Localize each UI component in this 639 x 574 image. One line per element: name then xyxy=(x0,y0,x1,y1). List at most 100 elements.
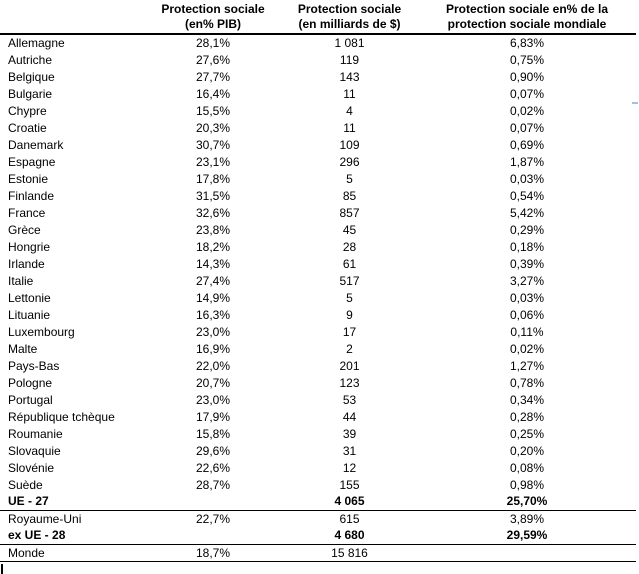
usd-cell: 12 xyxy=(342,460,357,475)
usd-cell: 4 xyxy=(346,103,353,118)
pib-cell xyxy=(145,527,281,545)
table-row: Slovénie 22,6% 12 0,08% xyxy=(0,459,636,476)
pib-cell: 28,7% xyxy=(195,477,231,492)
share-cell: 29,59% xyxy=(418,527,636,545)
pib-cell: 20,3% xyxy=(195,120,231,135)
table-row: Roumanie 15,8% 39 0,25% xyxy=(0,425,636,442)
table-row: UE - 27 4 065 25,70% xyxy=(0,493,636,511)
pib-cell: 16,9% xyxy=(195,341,231,356)
share-cell: 0,18% xyxy=(509,239,545,254)
share-cell: 25,70% xyxy=(418,493,636,511)
country-cell: Croatie xyxy=(8,120,47,135)
country-cell: Slovaquie xyxy=(8,443,61,458)
table-row: Suède 28,7% 155 0,98% xyxy=(0,476,636,493)
usd-cell: 5 xyxy=(346,171,353,186)
table-row: Monde 18,7% 15 816 xyxy=(0,544,636,562)
country-cell: Slovénie xyxy=(8,460,55,475)
share-cell: 3,89% xyxy=(509,511,545,526)
usd-cell: 44 xyxy=(342,409,357,424)
usd-cell: 143 xyxy=(339,69,360,84)
share-cell: 0,06% xyxy=(509,307,545,322)
share-cell: 0,03% xyxy=(509,290,545,305)
table-row: Hongrie 18,2% 28 0,18% xyxy=(0,238,636,255)
country-cell: Chypre xyxy=(8,103,47,118)
country-cell: Estonie xyxy=(8,171,49,186)
country-cell: Bulgarie xyxy=(8,86,53,101)
table-row: Malte 16,9% 2 0,02% xyxy=(0,340,636,357)
header-share: Protection sociale en% de la protection … xyxy=(418,0,636,35)
pib-cell: 22,6% xyxy=(195,460,231,475)
share-cell: 0,75% xyxy=(509,52,545,67)
pib-cell: 30,7% xyxy=(195,137,231,152)
share-cell: 5,42% xyxy=(509,205,545,220)
share-cell: 1,27% xyxy=(509,358,545,373)
country-cell: Malte xyxy=(8,341,38,356)
table-row: Croatie 20,3% 11 0,07% xyxy=(0,119,636,136)
usd-cell: 61 xyxy=(342,256,357,271)
usd-cell: 39 xyxy=(342,426,357,441)
table-row: France 32,6% 857 5,42% xyxy=(0,204,636,221)
pib-cell: 14,9% xyxy=(195,290,231,305)
usd-cell: 17 xyxy=(342,324,357,339)
usd-cell: 1 081 xyxy=(334,36,365,50)
country-cell: Royaume-Uni xyxy=(8,511,82,526)
table-row: Lituanie 16,3% 9 0,06% xyxy=(0,306,636,323)
country-cell: Espagne xyxy=(8,154,56,169)
pib-cell: 27,6% xyxy=(195,52,231,67)
share-cell: 0,39% xyxy=(509,256,545,271)
usd-cell: 4 065 xyxy=(281,493,418,511)
country-cell: Suède xyxy=(8,477,43,492)
usd-cell: 123 xyxy=(339,375,360,390)
share-cell: 0,03% xyxy=(509,171,545,186)
pib-cell: 31,5% xyxy=(195,188,231,203)
country-cell: Danemark xyxy=(8,137,64,152)
usd-cell: 11 xyxy=(343,120,356,135)
table-row: Italie 27,4% 517 3,27% xyxy=(0,272,636,289)
table-row: Slovaquie 29,6% 31 0,20% xyxy=(0,442,636,459)
table-row: Belgique 27,7% 143 0,90% xyxy=(0,68,636,85)
usd-cell: 31 xyxy=(342,443,357,458)
country-cell: Irlande xyxy=(8,256,45,271)
share-cell: 0,11% xyxy=(510,324,544,339)
usd-cell: 85 xyxy=(342,188,357,203)
pib-cell: 23,8% xyxy=(195,222,231,237)
usd-cell: 11 xyxy=(343,86,356,101)
country-cell: Belgique xyxy=(8,69,55,84)
table-row: Espagne 23,1% 296 1,87% xyxy=(0,153,636,170)
usd-cell: 5 xyxy=(346,290,353,305)
usd-cell: 615 xyxy=(339,511,360,526)
share-cell: 1,87% xyxy=(509,154,545,169)
text-cursor xyxy=(1,564,3,574)
pib-cell: 32,6% xyxy=(195,205,231,220)
share-cell: 0,28% xyxy=(509,409,545,424)
header-pib-line1: Protection sociale xyxy=(161,2,265,16)
country-cell: France xyxy=(8,205,46,220)
table-row: Irlande 14,3% 61 0,39% xyxy=(0,255,636,272)
table-body: Allemagne 28,1% 1 081 6,83% Autriche 27,6% 119… xyxy=(0,34,636,562)
protection-sociale-table: Protection sociale (en% PIB) Protection … xyxy=(0,0,636,562)
pib-cell: 22,0% xyxy=(195,358,231,373)
country-cell: Allemagne xyxy=(8,36,65,50)
pib-cell: 28,1% xyxy=(195,36,231,50)
country-cell: Roumanie xyxy=(8,426,63,441)
pib-cell: 14,3% xyxy=(195,256,231,271)
header-share-line2: protection sociale mondiale xyxy=(447,17,607,31)
table-row: ex UE - 28 4 680 29,59% xyxy=(0,527,636,545)
pib-cell: 15,5% xyxy=(195,103,231,118)
country-cell: Italie xyxy=(8,273,34,288)
pib-cell: 16,3% xyxy=(195,307,231,322)
table-header: Protection sociale (en% PIB) Protection … xyxy=(0,0,636,35)
pib-cell: 15,8% xyxy=(195,426,231,441)
table-row: Chypre 15,5% 4 0,02% xyxy=(0,102,636,119)
header-pib: Protection sociale (en% PIB) xyxy=(145,0,281,35)
pib-cell: 18,7% xyxy=(145,544,281,562)
table-row: Pays-Bas 22,0% 201 1,27% xyxy=(0,357,636,374)
table-row: Danemark 30,7% 109 0,69% xyxy=(0,136,636,153)
pib-cell: 23,0% xyxy=(195,392,231,407)
comment-mark xyxy=(632,102,638,104)
pib-cell: 16,4% xyxy=(195,86,231,101)
pib-cell: 29,6% xyxy=(195,443,231,458)
table-row: République tchèque 17,9% 44 0,28% xyxy=(0,408,636,425)
country-cell: Finlande xyxy=(8,188,55,203)
